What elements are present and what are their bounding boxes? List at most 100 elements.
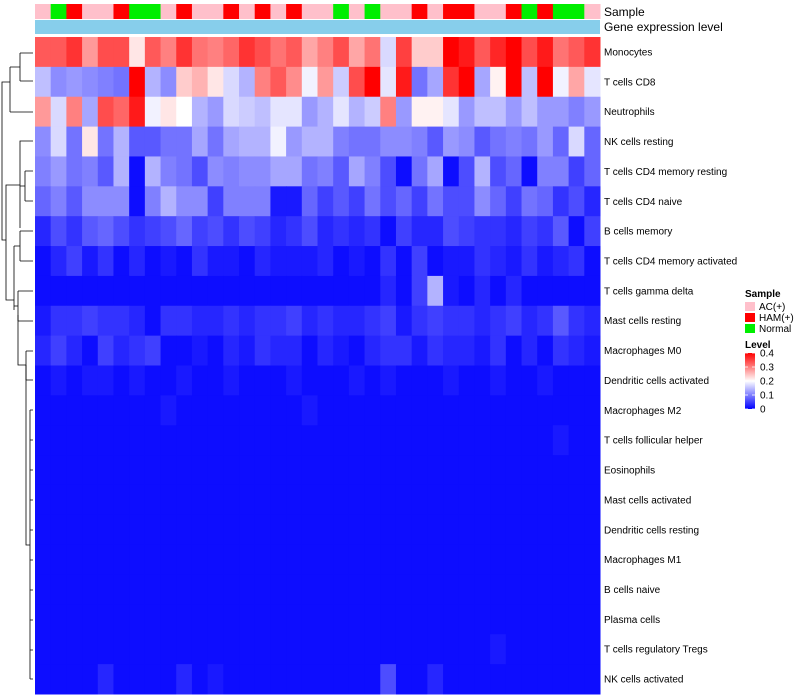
heatmap-cell: [537, 664, 554, 695]
heatmap-cell: [411, 335, 428, 366]
heatmap-cell: [254, 514, 271, 546]
heatmap-cell: [113, 335, 130, 366]
heatmap-cell: [584, 425, 601, 456]
heatmap-cell: [364, 66, 381, 98]
heatmap-cell: [35, 484, 52, 516]
sample-annotation-cell: [82, 4, 99, 19]
heatmap-cell: [97, 96, 114, 128]
sample-annotation-cell: [223, 4, 240, 19]
heatmap-cell: [348, 514, 366, 546]
heatmap-cell: [584, 484, 601, 516]
heatmap-cell: [50, 604, 67, 635]
heatmap-cell: [97, 305, 114, 337]
heatmap-cell: [254, 574, 271, 605]
heatmap-cell: [348, 455, 366, 486]
heatmap-cell: [144, 484, 162, 516]
heatmap-cell: [584, 395, 601, 426]
heatmap-cell: [66, 246, 83, 277]
heatmap-cell: [97, 455, 114, 486]
heatmap-cell: [521, 514, 538, 546]
heatmap-cell: [458, 335, 475, 366]
heatmap-cell: [239, 126, 256, 157]
heatmap-cell: [474, 574, 491, 605]
heatmap-cell: [537, 275, 554, 307]
heatmap-cell: [270, 335, 287, 366]
heatmap-cell: [82, 275, 99, 307]
heatmap-cell: [223, 126, 240, 157]
heatmap-cell: [537, 335, 554, 366]
heatmap-cell: [270, 455, 287, 486]
heatmap-cell: [521, 395, 538, 426]
heatmap-cell: [348, 395, 366, 426]
heatmap-cell: [160, 216, 177, 247]
heatmap-cell: [286, 514, 303, 546]
heatmap-cell: [223, 634, 240, 665]
heatmap-cell: [490, 216, 507, 247]
heatmap-cell: [35, 126, 52, 157]
heatmap-cell: [129, 96, 146, 128]
heatmap-cell: [160, 335, 177, 366]
heatmap-cell: [427, 305, 444, 337]
heatmap-cell: [317, 66, 334, 98]
heatmap-cell: [129, 544, 146, 576]
heatmap-cell: [66, 37, 83, 68]
heatmap-cell: [443, 634, 460, 665]
heatmap-cell: [584, 126, 601, 157]
heatmap-cell: [254, 246, 271, 277]
heatmap-cell: [82, 604, 99, 635]
heatmap-cell: [458, 455, 475, 486]
heatmap-cell: [552, 96, 570, 128]
heatmap-cell: [176, 186, 193, 217]
heatmap-cell: [364, 484, 381, 516]
heatmap-cell: [505, 664, 523, 695]
heatmap-cell: [301, 365, 318, 396]
heatmap-cell: [301, 246, 318, 277]
heatmap-cell: [364, 634, 381, 665]
row-label: T cells CD4 naive: [604, 197, 683, 208]
sample-annotation-cell: [395, 4, 413, 19]
heatmap-cell: [66, 126, 83, 157]
heatmap-cell: [239, 455, 256, 486]
heatmap-cell: [521, 365, 538, 396]
heatmap-cell: [521, 275, 538, 307]
heatmap-cell: [348, 156, 366, 187]
heatmap-cell: [191, 544, 209, 576]
heatmap-cell: [301, 574, 318, 605]
heatmap-cell: [443, 216, 460, 247]
heatmap-cell: [160, 186, 177, 217]
heatmap-cell: [176, 365, 193, 396]
heatmap-cell: [474, 455, 491, 486]
heatmap-cell: [223, 37, 240, 68]
heatmap-cell: [82, 574, 99, 605]
heatmap-cell: [223, 186, 240, 217]
heatmap-cell: [348, 425, 366, 456]
heatmap-cell: [223, 604, 240, 635]
heatmap-cell: [568, 246, 585, 277]
heatmap-cell: [239, 574, 256, 605]
legend-swatch-ac: [745, 302, 755, 311]
heatmap-cell: [317, 664, 334, 695]
heatmap-cell: [348, 96, 366, 128]
heatmap-cell: [97, 66, 114, 98]
heatmap-cell: [239, 37, 256, 68]
heatmap-cell: [129, 484, 146, 516]
heatmap-cell: [333, 335, 350, 366]
heatmap-cell: [348, 275, 366, 307]
heatmap-cell: [333, 126, 350, 157]
heatmap-cell: [490, 604, 507, 635]
heatmap-cell: [50, 66, 67, 98]
row-label: Macrophages M2: [604, 406, 682, 417]
heatmap-cell: [113, 246, 130, 277]
heatmap-cell: [35, 455, 52, 486]
heatmap-cell: [207, 544, 224, 576]
heatmap-cell: [223, 365, 240, 396]
heatmap-cell: [144, 664, 162, 695]
heatmap-cell: [552, 335, 570, 366]
heatmap-cell: [380, 246, 397, 277]
heatmap-cell: [537, 365, 554, 396]
heatmap-cell: [223, 484, 240, 516]
heatmap-cell: [82, 37, 99, 68]
heatmap-cell: [552, 275, 570, 307]
heatmap-cell: [474, 335, 491, 366]
heatmap-cell: [301, 604, 318, 635]
